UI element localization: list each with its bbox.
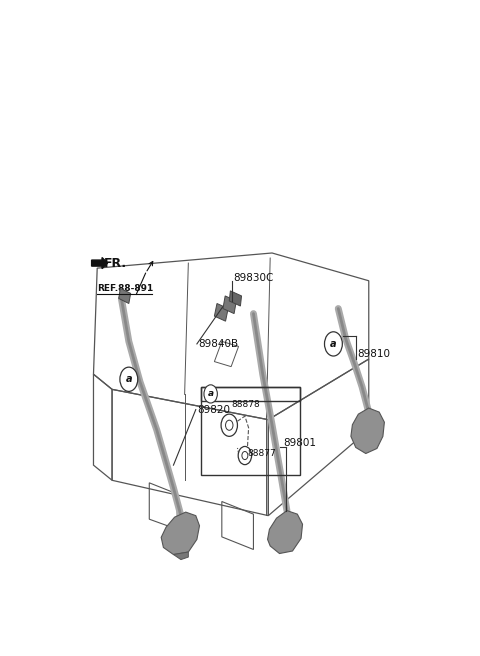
Text: FR.: FR. bbox=[104, 256, 127, 270]
Polygon shape bbox=[223, 296, 236, 314]
Circle shape bbox=[324, 332, 342, 356]
Polygon shape bbox=[215, 304, 228, 321]
Circle shape bbox=[204, 385, 217, 403]
FancyArrow shape bbox=[92, 258, 108, 269]
Bar bbox=[202, 387, 300, 475]
Circle shape bbox=[221, 414, 238, 436]
Text: a: a bbox=[330, 339, 337, 349]
Polygon shape bbox=[229, 291, 241, 306]
Text: 88877: 88877 bbox=[248, 449, 276, 457]
Bar bbox=[202, 387, 300, 401]
Text: 88878: 88878 bbox=[231, 400, 260, 409]
Polygon shape bbox=[267, 510, 302, 554]
Text: 89820: 89820 bbox=[197, 405, 230, 415]
Polygon shape bbox=[173, 552, 188, 560]
Polygon shape bbox=[119, 289, 131, 304]
Polygon shape bbox=[351, 408, 384, 453]
Text: a: a bbox=[207, 390, 214, 398]
Text: 89810: 89810 bbox=[358, 349, 391, 359]
Text: 89801: 89801 bbox=[283, 438, 316, 449]
Text: REF.88-891: REF.88-891 bbox=[97, 284, 154, 293]
Circle shape bbox=[238, 447, 252, 464]
Text: 89830C: 89830C bbox=[234, 274, 274, 283]
Circle shape bbox=[120, 367, 138, 392]
Text: a: a bbox=[125, 375, 132, 384]
Polygon shape bbox=[161, 512, 200, 554]
Text: 89840B: 89840B bbox=[198, 339, 239, 349]
